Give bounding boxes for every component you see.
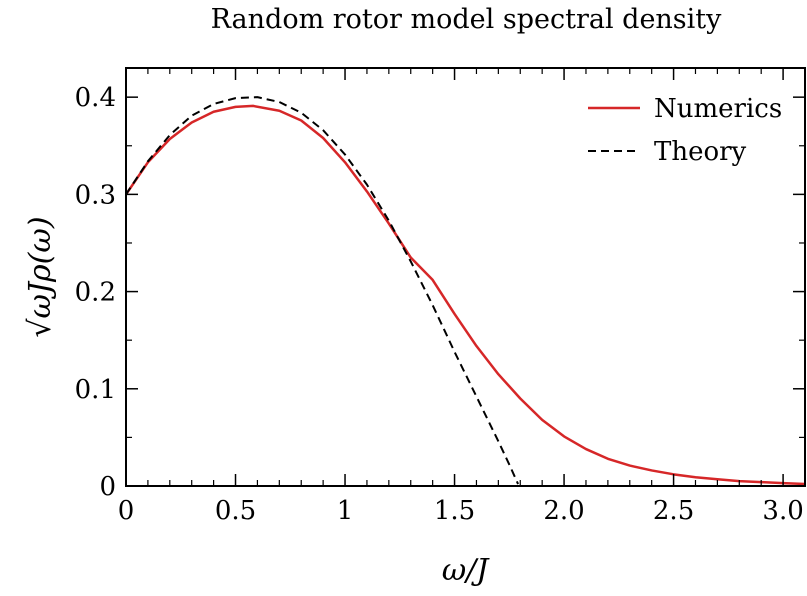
y-tick-label: 0.1 xyxy=(75,375,116,405)
x-tick-label: 0.5 xyxy=(215,496,256,526)
y-tick-label: 0 xyxy=(99,472,116,502)
y-tick-label: 0.2 xyxy=(75,278,116,308)
axis-tick-labels: 0 0.5 1 1.5 2.0 2.5 3.0 0 0.1 0.2 0.3 0.4 xyxy=(75,83,804,526)
y-axis-label: √ωJρ(ω) xyxy=(23,216,58,337)
y-tick-label: 0.3 xyxy=(75,180,116,210)
series-line-numerics xyxy=(124,104,806,486)
series-line-theory xyxy=(125,96,519,485)
chart-title: Random rotor model spectral density xyxy=(211,4,723,35)
y-tick-label: 0.4 xyxy=(75,83,116,113)
x-tick-label: 3.0 xyxy=(762,496,803,526)
x-tick-label: 2.0 xyxy=(543,496,584,526)
x-tick-label: 0 xyxy=(118,496,135,526)
x-tick-label: 2.5 xyxy=(653,496,694,526)
axis-ticks xyxy=(125,68,805,487)
legend-label-numerics: Numerics xyxy=(654,94,782,124)
legend-label-theory: Theory xyxy=(654,137,747,167)
plot-frame xyxy=(125,67,806,487)
x-tick-label: 1.5 xyxy=(434,496,475,526)
x-axis-label: ω/J xyxy=(442,553,491,588)
plot-area: 0 0.5 1 1.5 2.0 2.5 3.0 0 0.1 0.2 0.3 0.4 xyxy=(75,67,806,526)
series-lines xyxy=(124,96,806,486)
legend: Numerics Theory xyxy=(588,94,782,167)
x-tick-label: 1 xyxy=(337,496,354,526)
